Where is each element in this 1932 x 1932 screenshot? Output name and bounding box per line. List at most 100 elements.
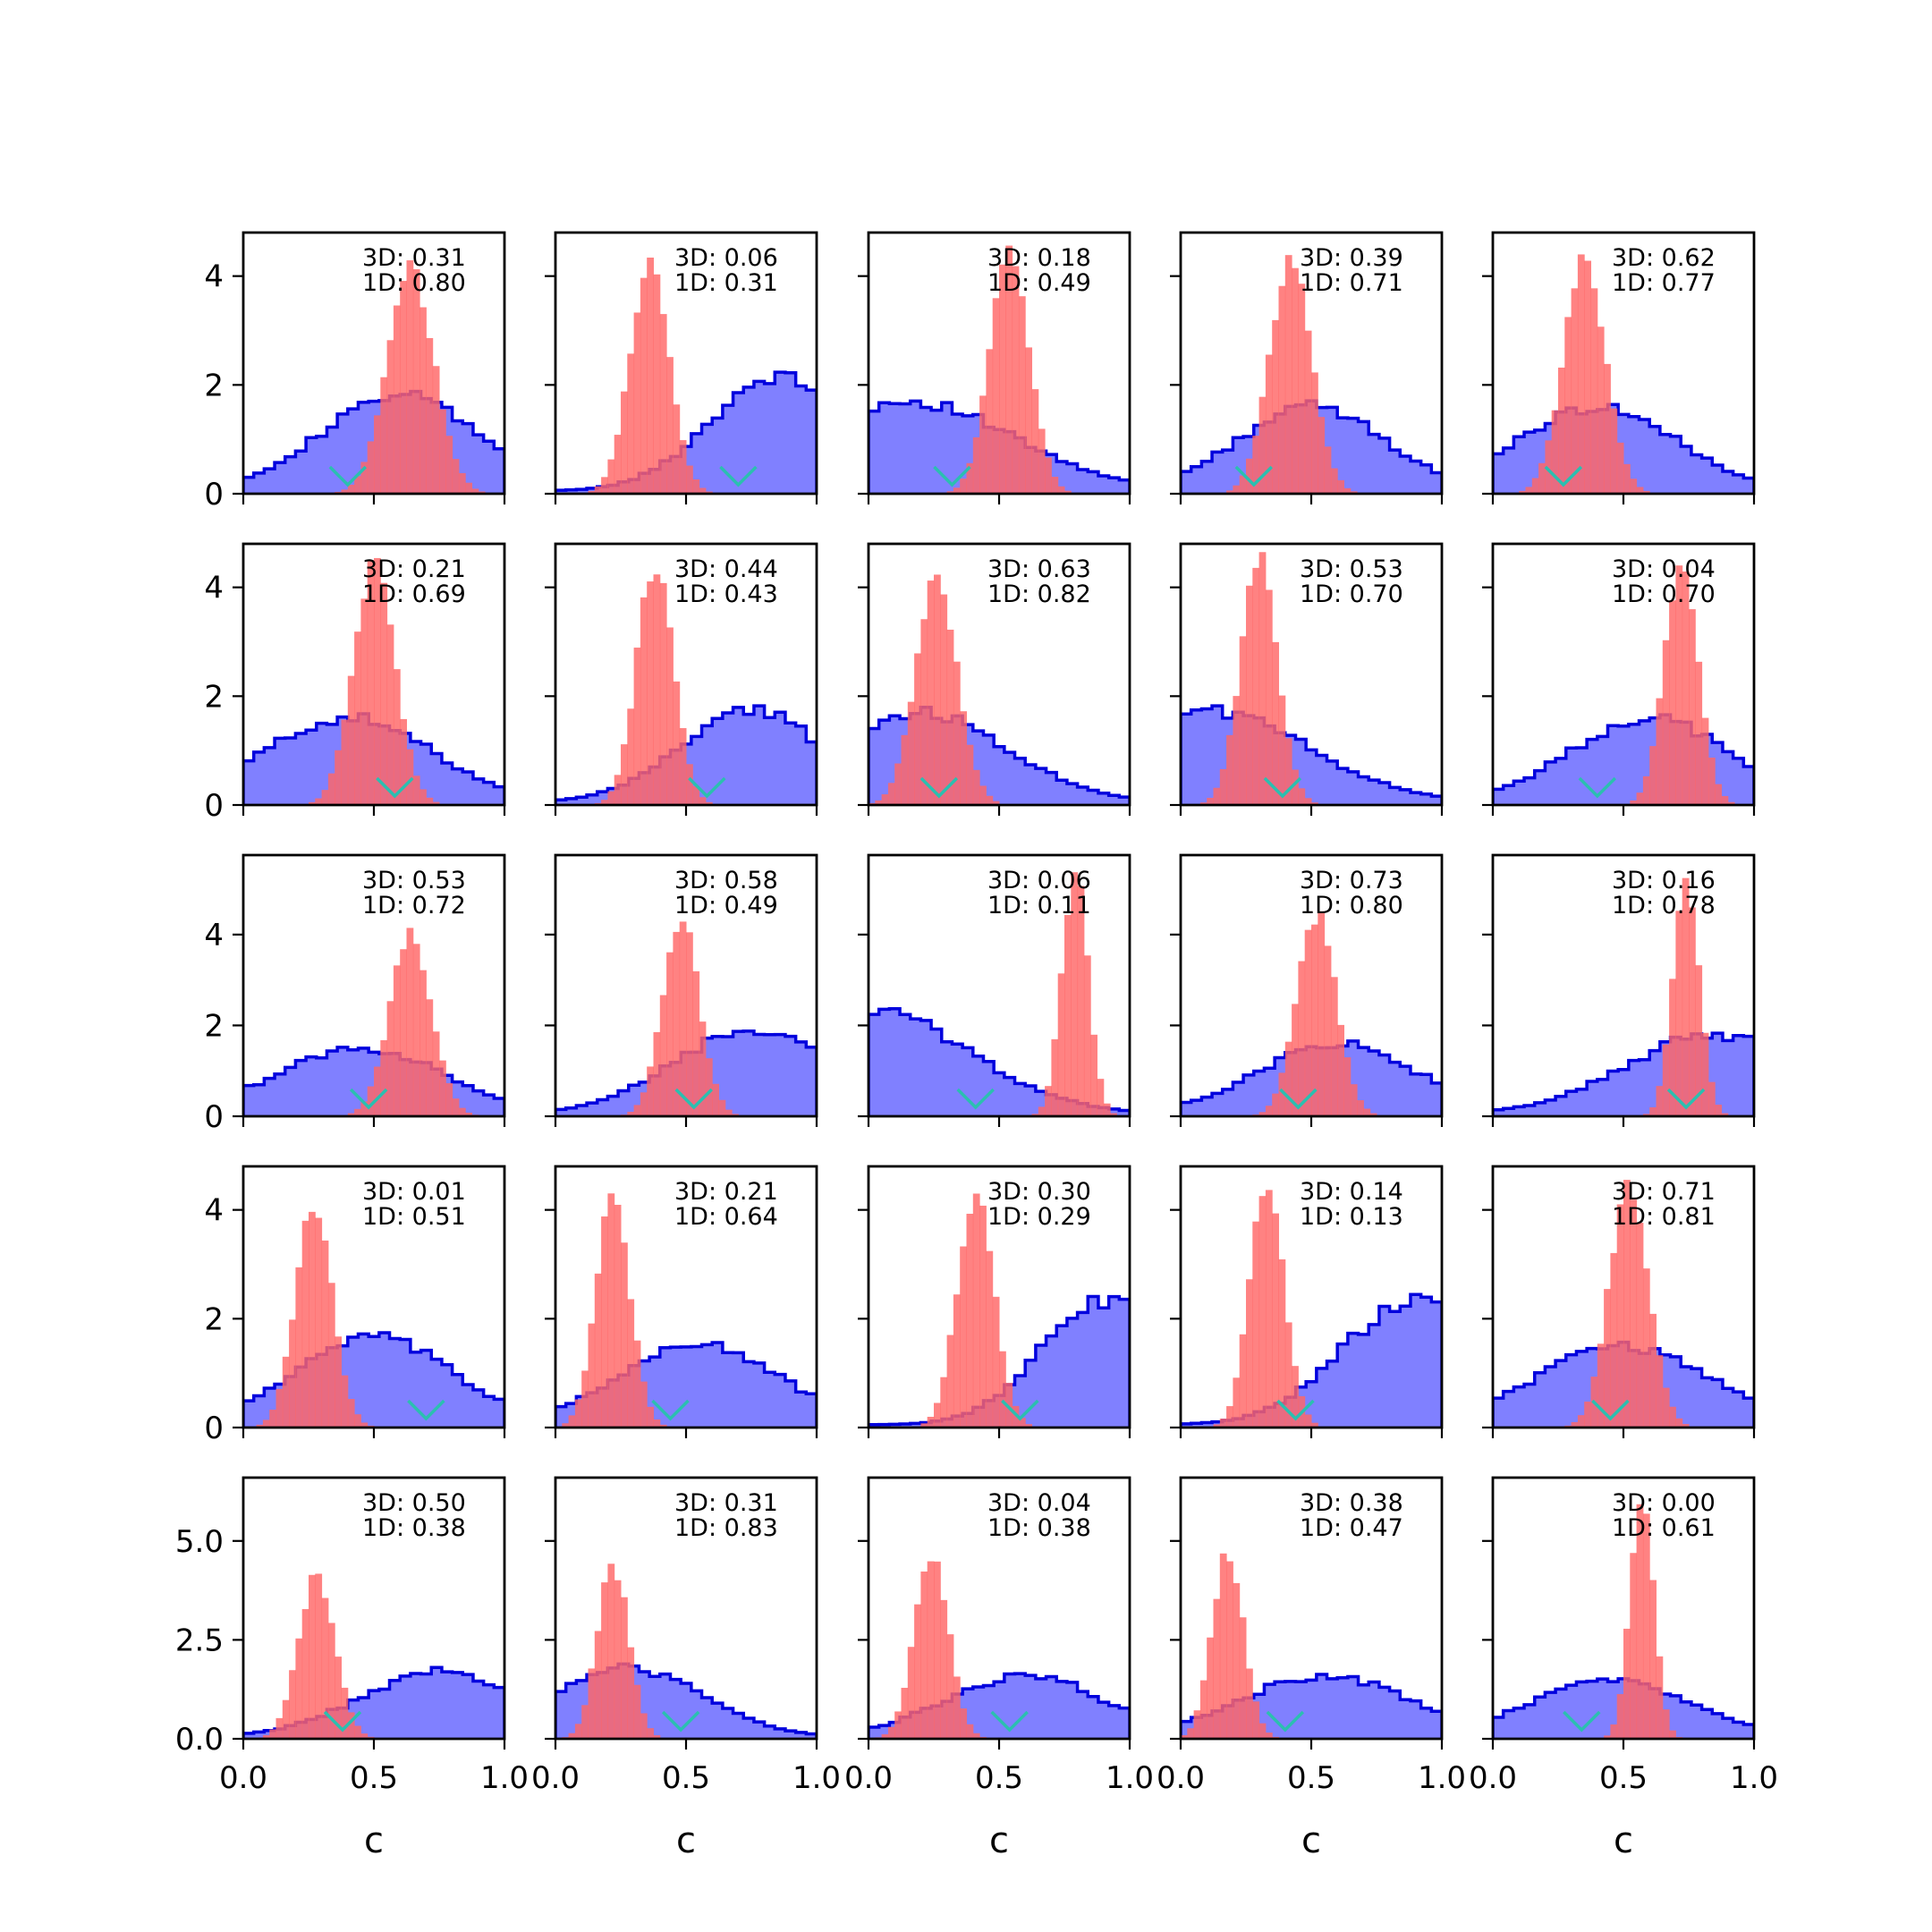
label-3d: 3D: 0.04 xyxy=(987,1489,1091,1517)
posterior-bar xyxy=(1284,255,1292,494)
posterior-bar xyxy=(374,557,381,805)
posterior-bar xyxy=(640,597,648,805)
posterior-bar xyxy=(374,415,381,494)
posterior-bar xyxy=(659,1424,667,1428)
posterior-bar xyxy=(627,1299,635,1428)
label-3d: 3D: 0.44 xyxy=(674,555,778,583)
posterior-bar xyxy=(1213,787,1221,805)
posterior-bar xyxy=(1616,1694,1624,1739)
posterior-bar xyxy=(400,281,407,494)
posterior-bar xyxy=(940,594,948,805)
label-1d: 1D: 0.80 xyxy=(1300,892,1403,919)
x-axis-label: c xyxy=(1301,1820,1321,1861)
label-3d: 3D: 0.04 xyxy=(1612,555,1716,583)
posterior-bar xyxy=(986,349,994,494)
posterior-bar xyxy=(347,1113,355,1116)
posterior-bar xyxy=(1265,354,1273,494)
x-tick-label: 0.0 xyxy=(1157,1760,1205,1796)
posterior-bar xyxy=(953,1676,961,1739)
plot-area xyxy=(1493,877,1754,1116)
posterior-bar xyxy=(1284,1322,1292,1428)
x-tick-label: 0.0 xyxy=(1469,1760,1517,1796)
label-1d: 1D: 0.71 xyxy=(1300,269,1403,297)
posterior-bar xyxy=(295,1638,303,1739)
posterior-bar xyxy=(659,995,667,1116)
posterior-bar xyxy=(1343,1057,1352,1116)
posterior-bar xyxy=(712,1083,719,1116)
posterior-bar xyxy=(1252,1701,1260,1739)
posterior-bar xyxy=(992,298,1000,494)
y-tick-label: 4 xyxy=(204,259,224,295)
posterior-bar xyxy=(1272,1093,1279,1116)
posterior-bar xyxy=(666,357,674,494)
posterior-bar xyxy=(262,1735,270,1739)
label-3d: 3D: 0.62 xyxy=(1612,244,1716,272)
posterior-bar xyxy=(335,1336,342,1428)
posterior-bar xyxy=(432,1031,440,1116)
posterior-bar xyxy=(1330,977,1338,1116)
posterior-bar xyxy=(653,274,661,494)
x-tick-label: 0.0 xyxy=(844,1760,893,1796)
posterior-bar xyxy=(934,1561,941,1739)
posterior-bar xyxy=(386,624,394,805)
plot-area xyxy=(555,921,817,1116)
posterior-bar xyxy=(1525,487,1533,494)
posterior-bar xyxy=(699,1021,707,1116)
posterior-bar xyxy=(1311,372,1318,494)
label-1d: 1D: 0.64 xyxy=(674,1203,778,1231)
true-value-marker xyxy=(1276,1399,1315,1421)
plot-area xyxy=(1181,912,1442,1116)
posterior-bar xyxy=(1630,800,1638,805)
posterior-bar xyxy=(588,1668,596,1739)
x-tick-label: 1.0 xyxy=(1106,1760,1154,1796)
plot-area xyxy=(869,872,1130,1116)
posterior-bar xyxy=(979,395,987,494)
posterior-bar xyxy=(901,1687,909,1739)
posterior-bar xyxy=(347,484,355,494)
posterior-bar xyxy=(1662,1387,1670,1428)
posterior-bar xyxy=(1018,1418,1026,1428)
posterior-bar xyxy=(1064,914,1072,1116)
posterior-bar xyxy=(282,1699,290,1739)
posterior-bar xyxy=(1090,1034,1097,1116)
posterior-bar xyxy=(1292,769,1299,805)
plot-area xyxy=(555,1563,817,1739)
x-tick-label: 0.5 xyxy=(350,1760,398,1796)
label-3d: 3D: 0.31 xyxy=(362,244,466,272)
label-1d: 1D: 0.70 xyxy=(1612,580,1716,608)
posterior-bar xyxy=(426,337,434,494)
true-value-marker xyxy=(1591,1399,1630,1421)
x-tick-label: 0.0 xyxy=(219,1760,267,1796)
posterior-bar xyxy=(946,1335,954,1428)
posterior-bar xyxy=(360,598,369,805)
posterior-bar xyxy=(1623,1180,1631,1428)
posterior-bar xyxy=(907,701,915,805)
posterior-bar xyxy=(1226,490,1233,494)
label-3d: 3D: 0.21 xyxy=(674,1178,778,1206)
x-tick-label: 0.5 xyxy=(1287,1760,1335,1796)
posterior-bar xyxy=(1018,296,1026,494)
posterior-bar xyxy=(1298,284,1306,494)
posterior-bar xyxy=(341,719,349,805)
posterior-bar xyxy=(1669,1406,1676,1428)
x-tick-label: 0.5 xyxy=(1599,1760,1648,1796)
posterior-bar xyxy=(601,800,608,805)
posterior-bar xyxy=(1656,1086,1664,1116)
label-1d: 1D: 0.77 xyxy=(1612,269,1716,297)
posterior-bar xyxy=(946,1634,954,1739)
posterior-bar xyxy=(1636,487,1644,494)
posterior-bar xyxy=(1284,1041,1292,1116)
posterior-bar xyxy=(1649,1313,1657,1428)
posterior-bar xyxy=(1292,1004,1299,1116)
posterior-bar xyxy=(907,1647,915,1739)
posterior-bar xyxy=(400,949,407,1116)
posterior-bar xyxy=(1662,1044,1670,1116)
posterior-bar xyxy=(1193,1710,1201,1739)
posterior-bar xyxy=(1064,490,1072,494)
posterior-bar xyxy=(367,560,375,805)
